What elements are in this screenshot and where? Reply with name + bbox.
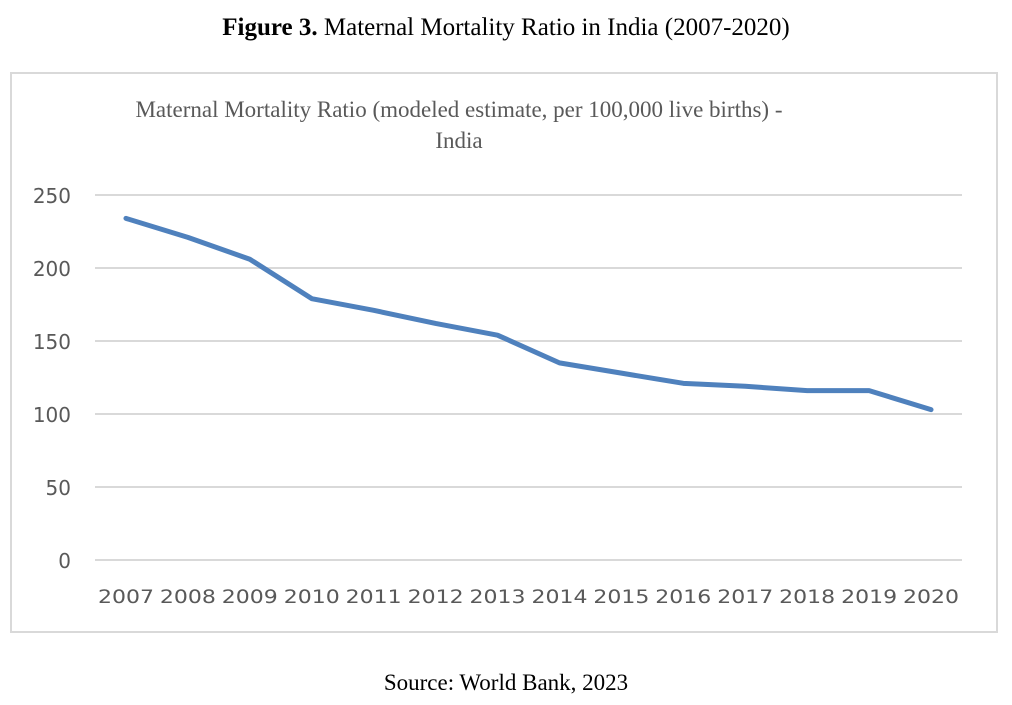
x-tick-label: 2011 xyxy=(346,586,402,608)
x-tick-label: 2020 xyxy=(903,586,959,608)
y-tick-label: 50 xyxy=(46,476,71,500)
y-tick-label: 250 xyxy=(33,184,71,208)
y-tick-label: 100 xyxy=(33,403,71,427)
series-group xyxy=(123,215,934,413)
y-tick-label: 200 xyxy=(33,257,71,281)
x-tick-label: 2009 xyxy=(222,586,278,608)
x-tick-label: 2019 xyxy=(841,586,897,608)
x-tick-label: 2017 xyxy=(717,586,773,608)
figure-title-text: Maternal Mortality Ratio in India (2007-… xyxy=(317,14,790,41)
x-tick-label: 2014 xyxy=(531,586,587,608)
x-tick-label: 2007 xyxy=(98,586,154,608)
x-axis-ticks: 2007 2008 2009 2010 2011 2012 2013 2014 2015 2016… xyxy=(98,586,959,608)
y-tick-label: 0 xyxy=(58,549,71,573)
chart-title-line1: Maternal Mortality Ratio (modeled estima… xyxy=(135,97,782,122)
series-line xyxy=(123,215,934,413)
gridlines xyxy=(95,194,962,561)
x-tick-label: 2018 xyxy=(779,586,835,608)
x-tick-label: 2015 xyxy=(593,586,649,608)
x-tick-label: 2016 xyxy=(655,586,711,608)
y-tick-label: 150 xyxy=(33,330,71,354)
x-tick-label: 2008 xyxy=(160,586,216,608)
figure-source: Source: World Bank, 2023 xyxy=(383,670,629,695)
x-tick-label: 2012 xyxy=(408,586,464,608)
x-tick-label: 2010 xyxy=(284,586,340,608)
y-axis-ticks: 0 50 100 150 200 250 xyxy=(33,184,71,573)
figure-title: Figure 3. Maternal Mortality Ratio in In… xyxy=(0,14,1012,42)
chart-title-line2: India xyxy=(435,128,482,153)
chart-frame xyxy=(10,72,998,633)
x-tick-label: 2013 xyxy=(470,586,526,608)
figure-label: Figure 3. xyxy=(222,14,318,41)
